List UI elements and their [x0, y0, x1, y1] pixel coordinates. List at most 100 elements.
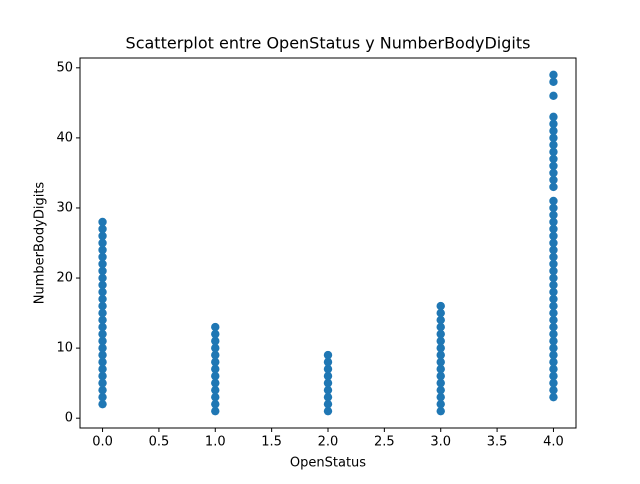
point	[436, 385, 445, 395]
x-tick-label: 3.5	[487, 435, 508, 450]
x-tick-label: 0.0	[92, 435, 113, 450]
point	[323, 378, 333, 388]
point	[323, 399, 333, 409]
point	[549, 301, 558, 311]
point	[211, 343, 220, 353]
point	[211, 406, 220, 416]
point	[323, 371, 333, 381]
point	[436, 371, 445, 381]
point	[98, 231, 107, 241]
point	[549, 378, 558, 388]
point	[98, 385, 107, 395]
point	[211, 350, 220, 360]
point	[436, 343, 445, 353]
point	[549, 126, 558, 136]
point	[436, 329, 445, 339]
point	[549, 392, 558, 402]
y-axis-label: NumberBodyDigits	[33, 182, 48, 305]
point	[98, 343, 107, 353]
point	[323, 385, 333, 395]
x-tick-label: 4.0	[543, 435, 564, 450]
point	[436, 301, 445, 311]
point	[436, 336, 445, 346]
point	[436, 378, 445, 388]
y-tick-label: 10	[56, 341, 73, 356]
point	[98, 329, 107, 339]
point	[436, 406, 445, 416]
point	[549, 308, 558, 318]
point	[436, 350, 445, 360]
point	[436, 392, 445, 402]
point	[436, 315, 445, 325]
point	[98, 357, 107, 367]
point	[323, 357, 333, 367]
point	[549, 217, 558, 227]
point	[549, 140, 558, 150]
point	[549, 364, 558, 374]
point	[98, 266, 107, 276]
point	[549, 294, 558, 304]
point	[549, 266, 558, 276]
point	[211, 378, 220, 388]
point	[549, 133, 558, 143]
point	[549, 203, 558, 213]
point	[549, 252, 558, 262]
y-tick-label: 20	[56, 271, 73, 286]
point	[549, 371, 558, 381]
point	[98, 336, 107, 346]
point	[436, 364, 445, 374]
point	[549, 315, 558, 325]
point	[98, 273, 107, 283]
point	[98, 322, 107, 332]
point	[549, 329, 558, 339]
point	[549, 182, 558, 192]
point	[98, 371, 107, 381]
point	[549, 119, 558, 129]
y-tick-label: 50	[56, 60, 73, 75]
point	[436, 308, 445, 318]
point	[98, 301, 107, 311]
axes-frame	[79, 57, 577, 429]
point	[549, 154, 558, 164]
point	[98, 378, 107, 388]
x-tick-label: 0.5	[149, 435, 170, 450]
point	[98, 252, 107, 262]
point	[549, 196, 558, 206]
point	[98, 308, 107, 318]
point	[549, 322, 558, 332]
point	[323, 350, 333, 360]
point	[549, 336, 558, 346]
point	[323, 392, 333, 402]
point	[549, 238, 558, 248]
point	[549, 161, 558, 171]
point	[549, 385, 558, 395]
point	[211, 357, 220, 367]
point	[549, 273, 558, 283]
point	[98, 315, 107, 325]
y-tick-label: 40	[56, 130, 73, 145]
point	[211, 322, 220, 332]
point	[549, 77, 558, 87]
x-tick-label: 3.0	[430, 435, 451, 450]
x-tick-label: 1.5	[261, 435, 282, 450]
point	[549, 168, 558, 178]
point	[98, 294, 107, 304]
point	[549, 210, 558, 220]
point	[323, 364, 333, 374]
point	[211, 364, 220, 374]
y-tick-label: 0	[65, 411, 73, 426]
point	[549, 245, 558, 255]
point	[549, 91, 558, 101]
point	[549, 343, 558, 353]
point	[98, 280, 107, 290]
point	[549, 147, 558, 157]
point	[98, 287, 107, 297]
point	[211, 336, 220, 346]
point	[549, 357, 558, 367]
point	[98, 259, 107, 269]
point	[549, 287, 558, 297]
point	[98, 392, 107, 402]
point	[98, 238, 107, 248]
point	[98, 364, 107, 374]
